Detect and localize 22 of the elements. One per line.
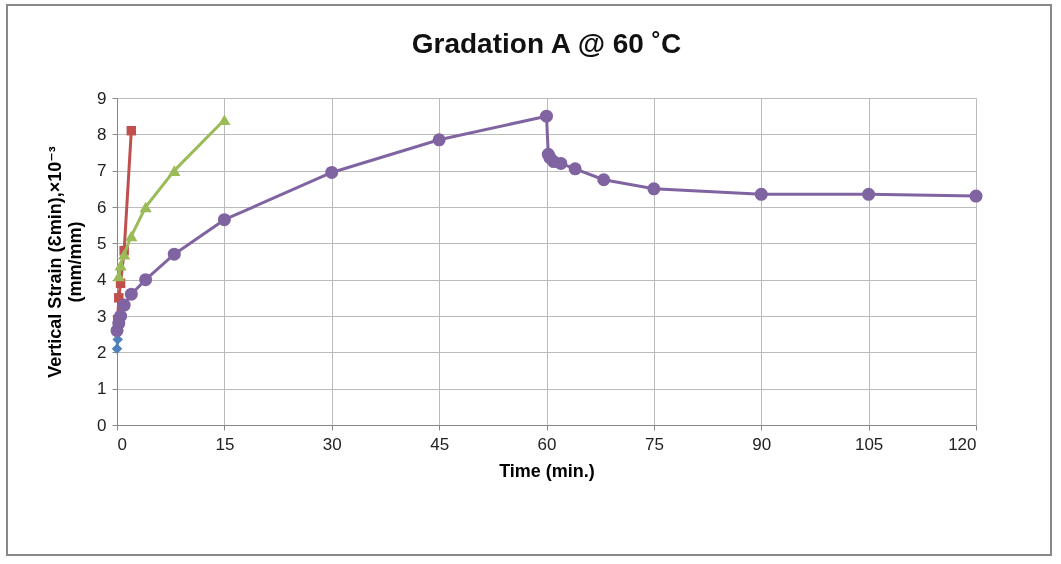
x-tick-label: 45 xyxy=(430,434,450,454)
y-tick-label: 0 xyxy=(97,415,107,435)
x-tick-label: 30 xyxy=(322,434,342,454)
x-tick-label: 120 xyxy=(948,434,977,454)
x-tick-label: 75 xyxy=(644,434,664,454)
y-tick-label: 6 xyxy=(97,197,107,217)
y-tick-label: 2 xyxy=(97,342,107,362)
x-tick-label: 0 xyxy=(117,434,127,454)
x-axis-title: Time (min.) xyxy=(499,460,595,481)
chart-title: Gradation A @ 60 ˚C xyxy=(411,28,682,59)
x-tick-label: 105 xyxy=(854,434,884,454)
y-tick-label: 3 xyxy=(97,306,107,326)
x-tick-label: 90 xyxy=(752,434,772,454)
y-tick-label: 9 xyxy=(97,88,107,108)
y-tick-label: 7 xyxy=(97,161,107,181)
x-tick-label: 60 xyxy=(537,434,557,454)
y-tick-label: 5 xyxy=(97,233,107,253)
y-tick-label: 1 xyxy=(97,379,107,399)
y-tick-label: 8 xyxy=(97,124,107,144)
x-tick-label: 15 xyxy=(215,434,235,454)
y-tick-label: 4 xyxy=(97,270,107,290)
y-axis-title: Vertical Strain (Ɛmin),×10⁻³ (mm/mm) xyxy=(45,146,86,378)
